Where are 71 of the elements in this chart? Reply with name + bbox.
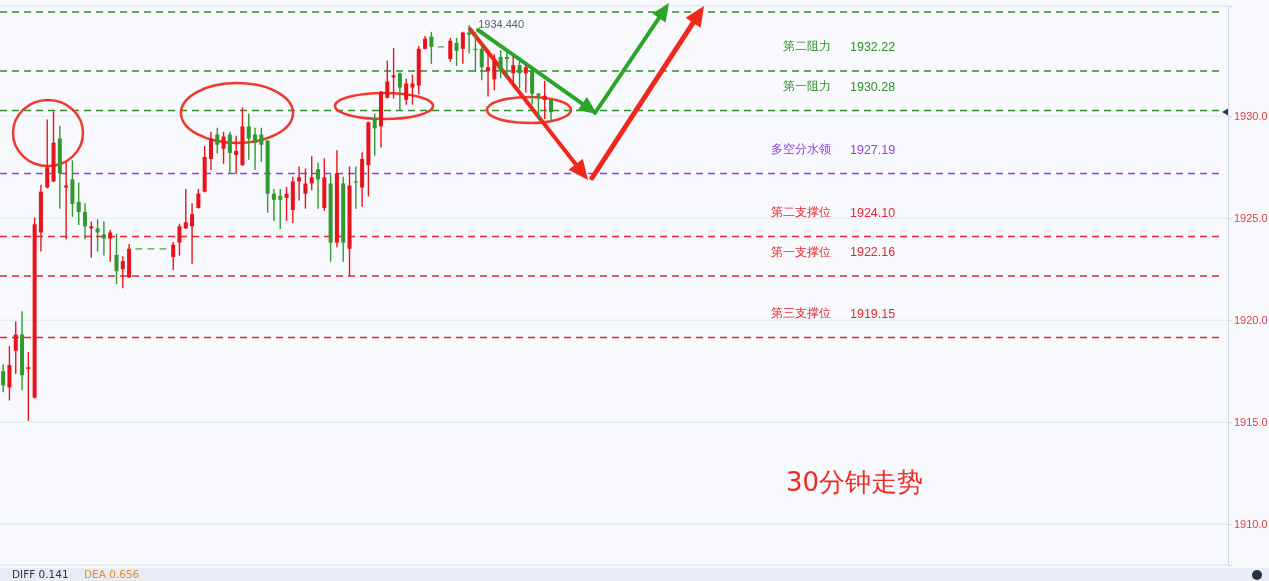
candlestick: [246, 113, 251, 160]
candlestick: [45, 119, 50, 189]
candlestick: [227, 131, 232, 174]
candlestick: [511, 56, 516, 87]
candlestick: [7, 346, 12, 401]
candlestick: [429, 31, 434, 64]
annotation: 1930.28: [850, 79, 896, 94]
candlestick: [297, 166, 302, 201]
candlestick: [385, 60, 390, 99]
candlestick: [26, 352, 31, 421]
candlestick: [271, 188, 276, 221]
candlestick: [196, 188, 201, 209]
text: DEA 0.656: [84, 568, 140, 580]
annotation: 1927.19: [850, 142, 896, 157]
candlestick: [234, 135, 239, 174]
candlestick: [353, 166, 358, 209]
candlestick: [114, 233, 119, 285]
candlestick: [177, 223, 182, 256]
candlestick: [284, 186, 289, 221]
text: DIFF 0.141: [12, 568, 69, 580]
annotation: 1919.15: [850, 306, 896, 321]
ref-line-label: 第一阻力: [783, 78, 831, 93]
candlestick: [171, 241, 176, 270]
candlestick: [460, 31, 465, 64]
candlestick: [278, 188, 283, 230]
candlestick: [208, 131, 213, 170]
candlestick: [13, 321, 18, 374]
y-tick-label: 1915.0: [1234, 416, 1268, 429]
candlestick: [89, 221, 94, 258]
candlestick: [523, 64, 528, 93]
ref-line-label: 第三支撑位: [771, 306, 831, 321]
candlestick: [64, 162, 69, 240]
candlestick: [542, 80, 547, 119]
candlestick: [492, 54, 497, 91]
candlestick: [467, 24, 472, 54]
candlestick: [410, 74, 415, 105]
candlestick: [183, 188, 188, 230]
candlestick: [486, 50, 491, 97]
candlestick: [95, 219, 100, 252]
candlestick: [108, 229, 113, 262]
candlestick: [391, 48, 396, 99]
candlestick: [303, 168, 308, 209]
y-tick-label: 1920.0: [1234, 314, 1268, 327]
candlestick: [76, 182, 81, 225]
candlestick: [448, 37, 453, 62]
candlestick: [120, 256, 125, 289]
candlestick: [259, 127, 264, 162]
candlestick: [454, 37, 459, 66]
candlestick: [190, 203, 195, 264]
candlestick: [221, 131, 226, 164]
annotation: 30分钟走势: [786, 466, 924, 497]
annotation: 1924.10: [850, 205, 896, 220]
candlestick: [372, 113, 377, 156]
annotation: 1922.16: [850, 245, 896, 260]
candlestick: [316, 162, 321, 209]
y-tick-label: 1910.0: [1234, 518, 1268, 531]
candlestick: [404, 78, 409, 105]
ref-line-label: 第二支撑位: [771, 205, 831, 220]
candlestick: [253, 127, 258, 170]
y-tick-label: 1925.0: [1234, 212, 1268, 225]
ref-line-label: 第二阻力: [783, 39, 831, 54]
candlestick: [309, 156, 314, 191]
ref-line-label: 多空分水领: [771, 142, 831, 156]
candlestick: [1, 364, 6, 393]
candlestick: [215, 127, 220, 154]
annotation: 1934.440: [478, 18, 525, 31]
candlestick: [101, 221, 106, 256]
annotation: 1932.22: [850, 40, 896, 55]
candlestick: [83, 203, 88, 240]
ref-line-label: 第一支撑位: [771, 244, 831, 259]
y-tick-label: 1930.0: [1234, 110, 1268, 123]
